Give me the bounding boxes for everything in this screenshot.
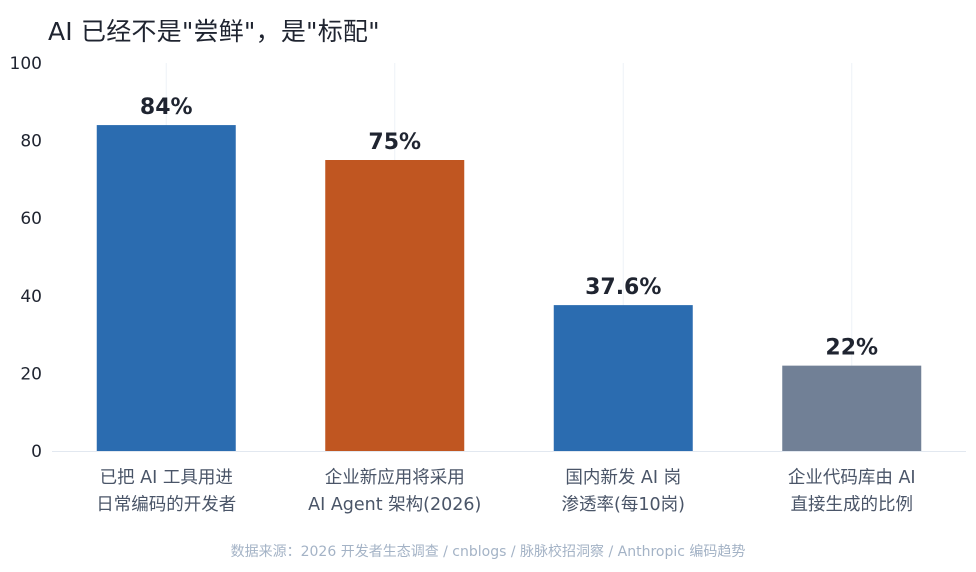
bar <box>325 160 465 451</box>
y-tick-label: 20 <box>20 364 42 384</box>
bar-value-label: 22% <box>825 336 878 361</box>
category-label: 渗透率(每10岗) <box>562 495 685 515</box>
category-label: 企业代码库由 AI <box>788 468 916 488</box>
y-tick-label: 0 <box>31 442 42 462</box>
gridlines <box>165 63 853 451</box>
y-tick-label: 40 <box>20 287 42 307</box>
category-label: AI Agent 架构(2026) <box>308 495 481 515</box>
bars <box>96 125 922 451</box>
y-tick-label: 60 <box>20 209 42 229</box>
category-label: 已把 AI 工具用进 <box>100 468 233 488</box>
bar <box>553 305 693 451</box>
category-label: 直接生成的比例 <box>791 495 914 515</box>
bar <box>96 125 236 451</box>
page-title: AI 已经不是"尝鲜"，是"标配" <box>48 17 380 46</box>
source-note: 数据来源：2026 开发者生态调查 / cnblogs / 脉脉校招洞察 / A… <box>230 544 746 560</box>
category-label: 企业新应用将采用 <box>325 468 465 488</box>
y-tick-label: 80 <box>20 132 42 152</box>
category-label: 日常编码的开发者 <box>96 495 236 515</box>
category-label: 国内新发 AI 岗 <box>565 468 681 488</box>
bar-value-label: 37.6% <box>585 275 661 300</box>
bar <box>782 365 922 451</box>
bar-value-label: 84% <box>140 95 193 120</box>
y-tick-label: 100 <box>10 54 42 74</box>
axes: 0 20 40 60 80 100 <box>10 54 966 462</box>
bar-value-label: 75% <box>368 130 421 155</box>
